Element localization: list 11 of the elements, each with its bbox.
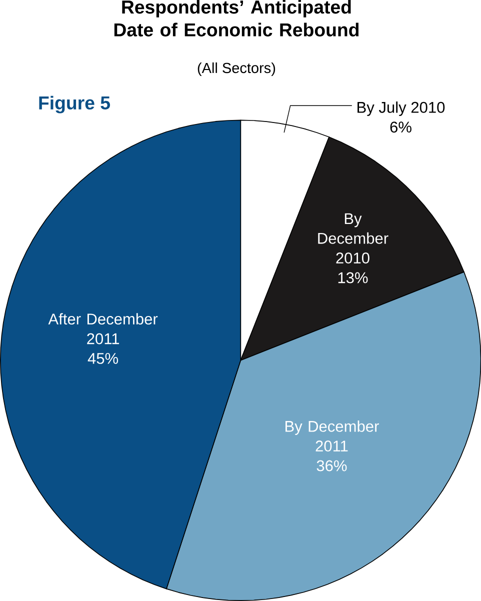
slice-label: By December 2010 [318, 213, 388, 264]
chart-subtitle: (All Sectors) [198, 62, 275, 76]
slice-label: By July 2010 [357, 101, 444, 116]
data-label: 36% [316, 460, 347, 472]
data-label: 6% [390, 122, 412, 133]
slice-label: After December 2011 [48, 313, 158, 344]
slice-label: By December 2011 [285, 420, 379, 452]
chart-title: Respondents’ Anticipated Date of Economic Rebound [114, 0, 358, 36]
data-label: 45% [88, 353, 118, 364]
caption: Figure 5 [39, 96, 110, 114]
data-label: 13% [338, 272, 368, 284]
